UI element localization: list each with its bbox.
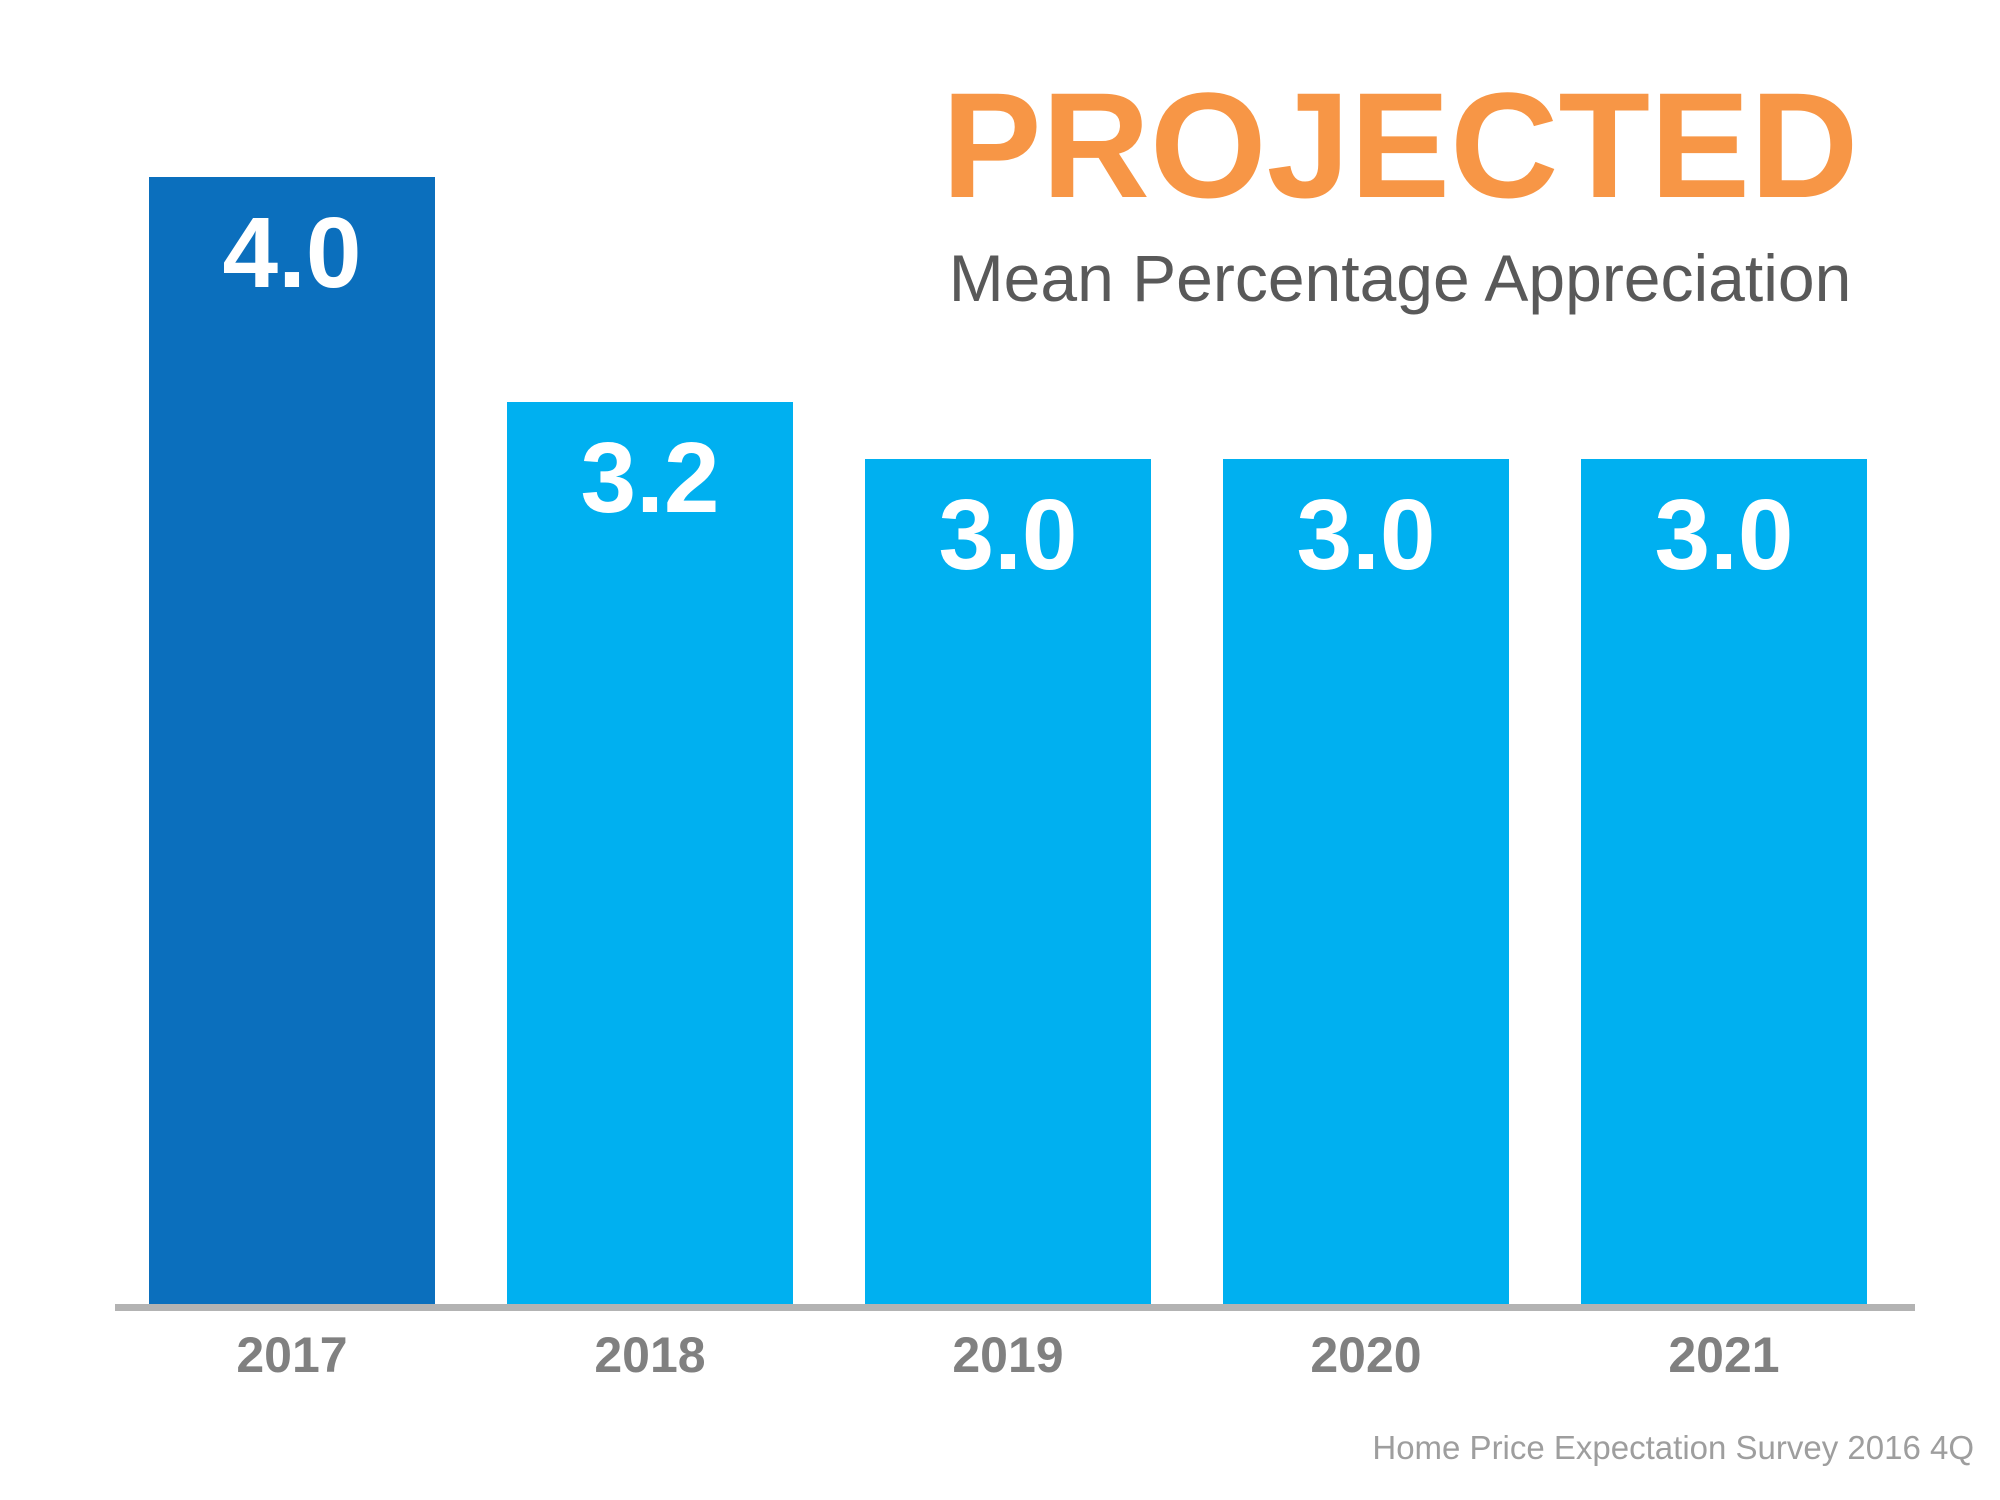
x-axis-label-2018: 2018 — [594, 1327, 706, 1383]
bar-2021: 3.0 — [1581, 459, 1867, 1304]
source-note: Home Price Expectation Survey 2016 4Q — [1372, 1429, 1974, 1466]
chart-subtitle: Mean Percentage Appreciation — [948, 241, 1852, 315]
x-axis-label-2021: 2021 — [1668, 1327, 1780, 1383]
x-axis-label-2019: 2019 — [952, 1327, 1064, 1383]
bar-2017: 4.0 — [149, 177, 435, 1304]
bar-value-label: 4.0 — [222, 197, 362, 309]
bar-value-label: 3.2 — [580, 422, 720, 534]
bar-2019: 3.0 — [865, 459, 1151, 1304]
x-axis-label-2020: 2020 — [1310, 1327, 1422, 1383]
bar-value-label: 3.0 — [938, 479, 1078, 591]
bar-value-label: 3.0 — [1296, 479, 1436, 591]
bar-value-label: 3.0 — [1654, 479, 1794, 591]
chart-title: PROJECTED — [941, 61, 1859, 229]
bar-2020: 3.0 — [1223, 459, 1509, 1304]
bar-2018: 3.2 — [507, 402, 793, 1304]
x-axis-label-2017: 2017 — [236, 1327, 348, 1383]
x-axis-line — [115, 1304, 1915, 1311]
